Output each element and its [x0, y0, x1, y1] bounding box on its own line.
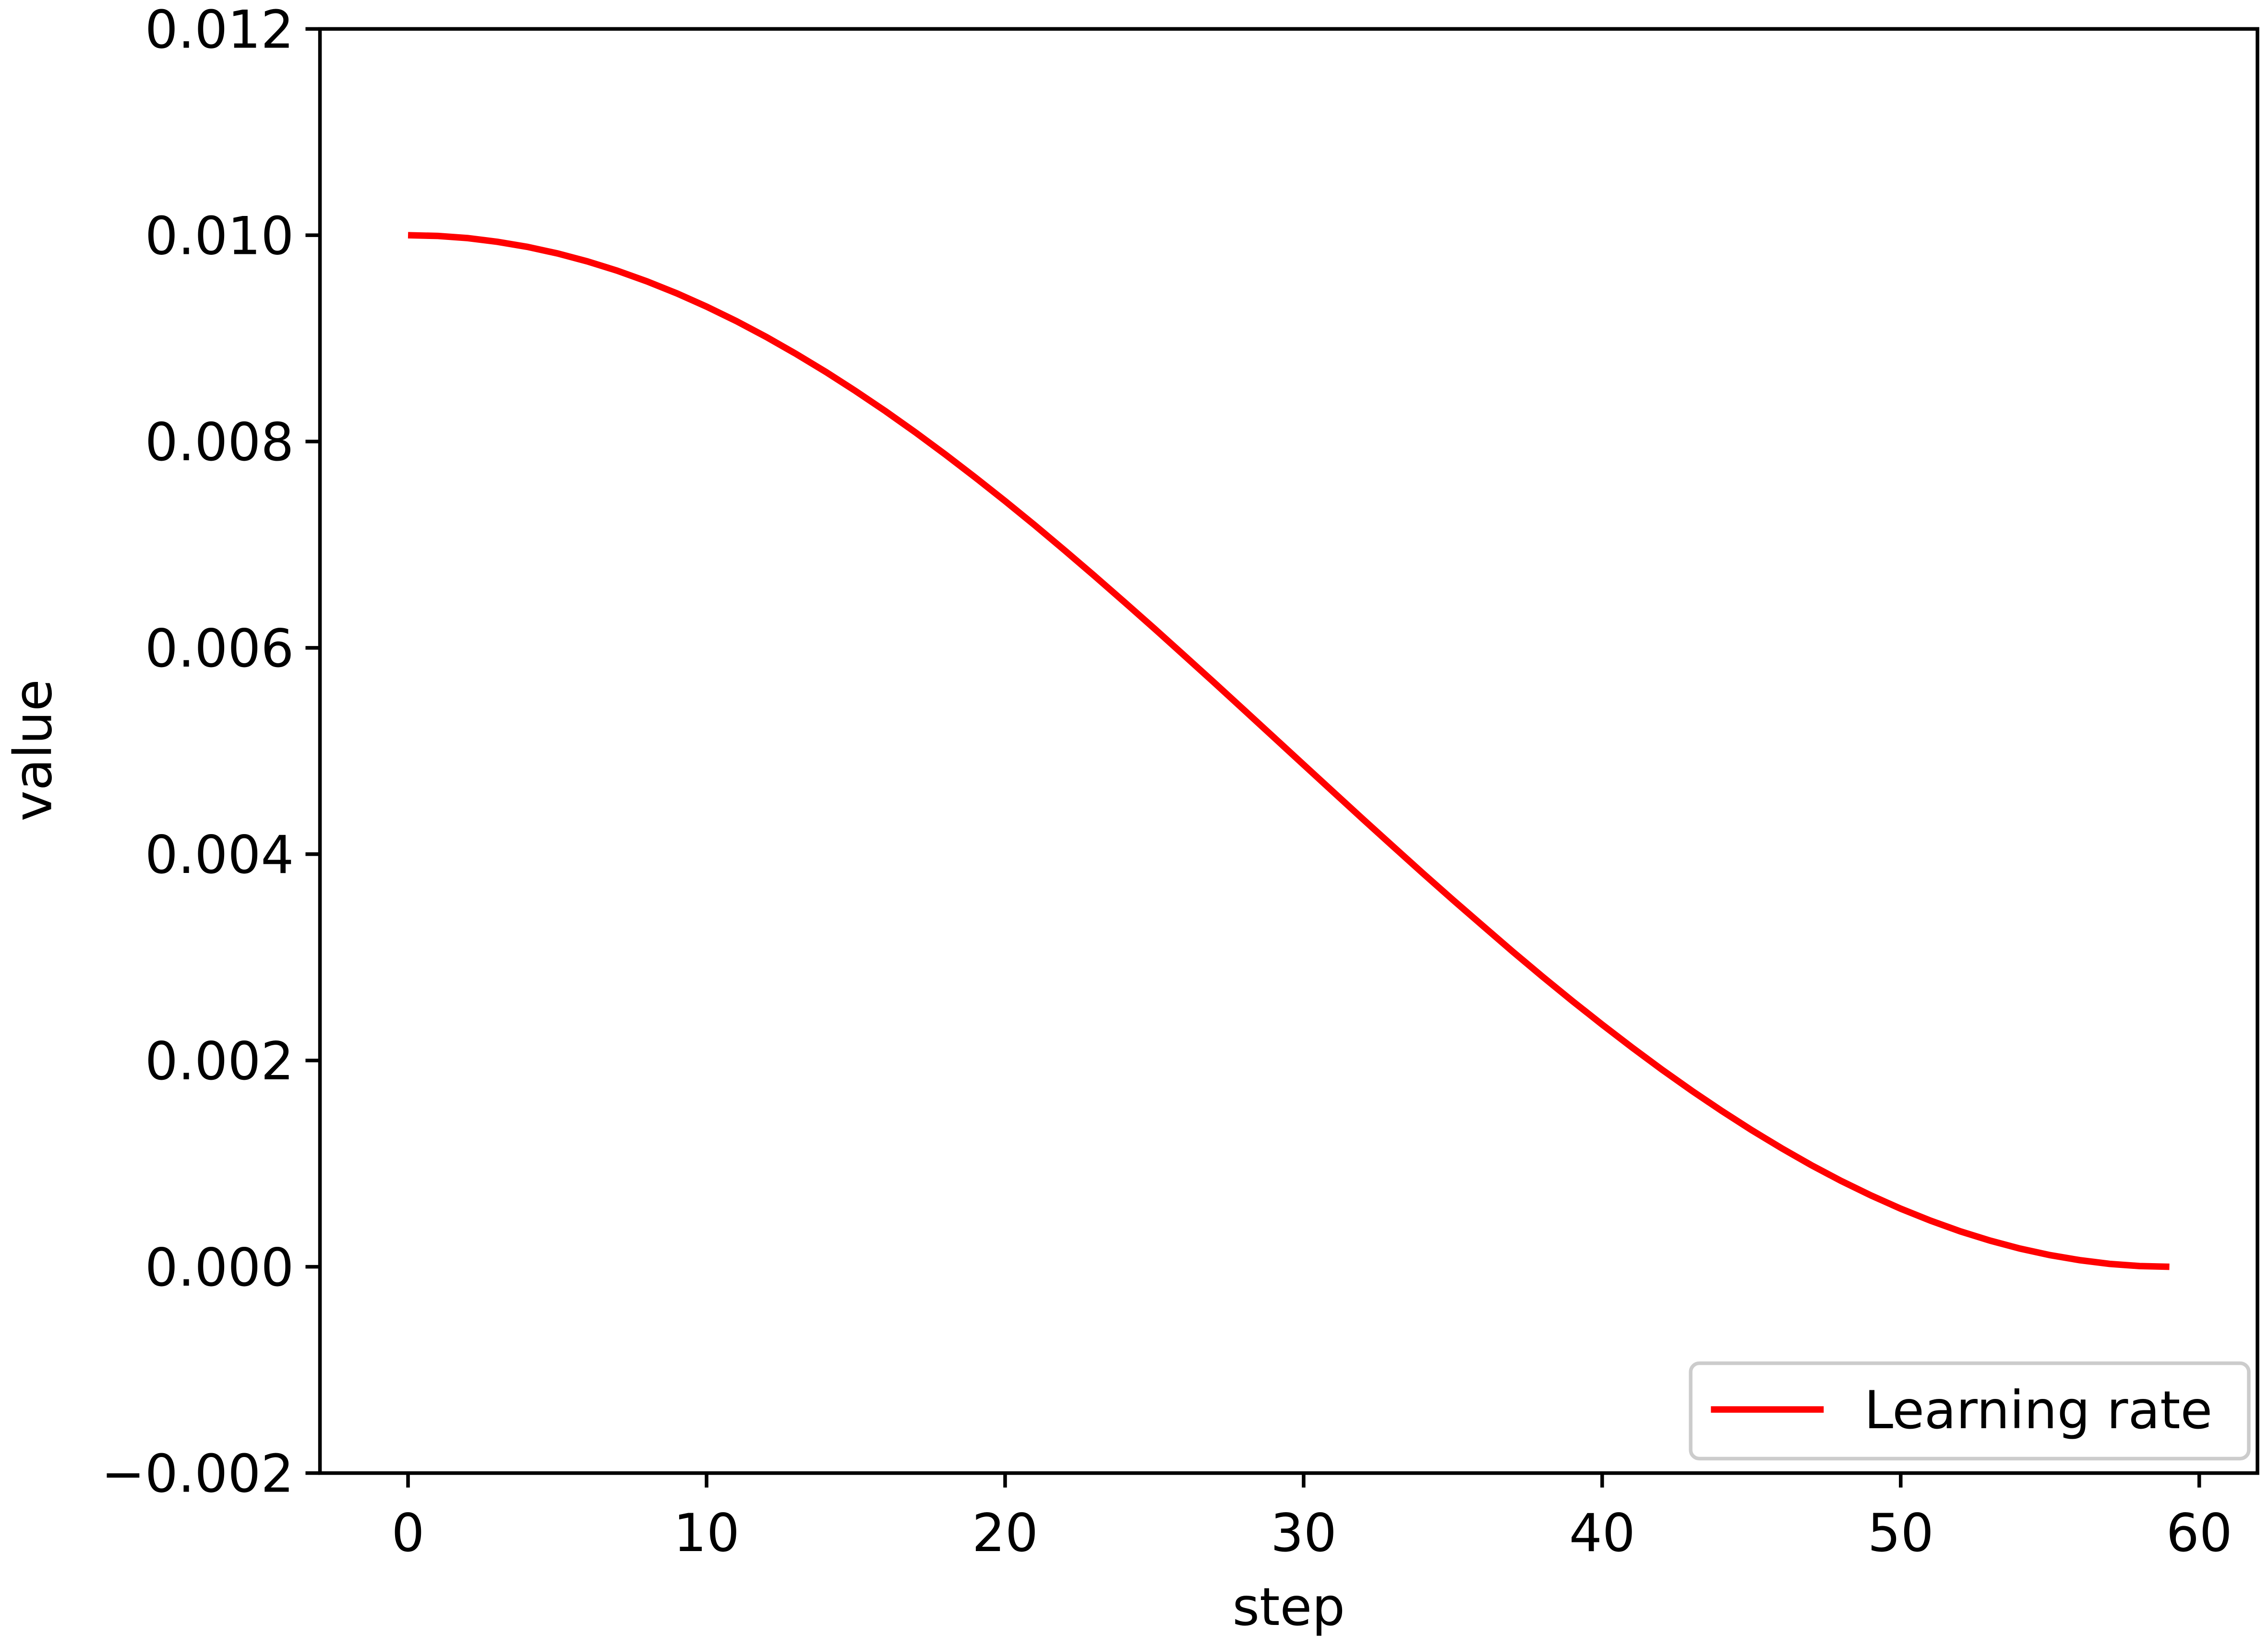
- y-tick-label: 0.000: [145, 1237, 294, 1298]
- y-tick-label: 0.004: [145, 824, 294, 885]
- legend-box: [1689, 1361, 2251, 1461]
- y-tick-label: 0.006: [145, 618, 294, 679]
- y-axis-label: value: [2, 679, 63, 821]
- x-tick-label: 50: [1868, 1503, 1934, 1564]
- plot-frame: [318, 27, 2259, 1475]
- x-tick-label: 40: [1569, 1503, 1635, 1564]
- x-tick-label: 30: [1271, 1503, 1337, 1564]
- y-tick-label: −0.002: [101, 1444, 294, 1505]
- x-tick-label: 0: [392, 1503, 425, 1564]
- y-tick-label: 0.008: [145, 412, 294, 473]
- y-tick-label: 0.010: [145, 205, 294, 266]
- x-tick-label: 10: [673, 1503, 740, 1564]
- x-axis-label: step: [1233, 1576, 1345, 1637]
- x-tick-label: 60: [2166, 1503, 2232, 1564]
- y-tick-label: 0.002: [145, 1031, 294, 1092]
- line: [408, 232, 2170, 1270]
- legend-label: Learning rate: [1864, 1380, 2213, 1441]
- y-tick-label: 0.012: [145, 0, 294, 60]
- x-tick-label: 20: [972, 1503, 1038, 1564]
